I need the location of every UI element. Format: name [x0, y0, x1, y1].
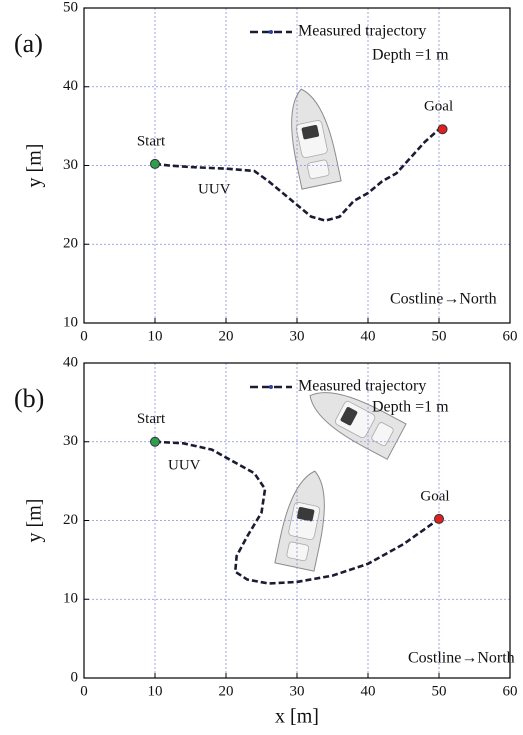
annotation: Costline→North — [408, 650, 515, 667]
y-tick-label: 30 — [63, 433, 78, 449]
y-axis-label: y [m] — [24, 499, 46, 543]
annotation: Costline→North — [390, 291, 497, 308]
x-tick-label: 50 — [432, 683, 447, 699]
marker-point — [150, 158, 160, 169]
x-tick-label: 20 — [219, 328, 234, 344]
x-tick-label: 40 — [361, 328, 376, 344]
marker-point — [150, 436, 160, 447]
y-tick-label: 30 — [63, 157, 78, 173]
legend-dot — [269, 385, 273, 389]
annotation: Depth =1 m — [372, 399, 449, 416]
legend-dot — [269, 30, 273, 34]
y-tick-label: 10 — [63, 591, 78, 607]
marker-label: Goal — [420, 488, 449, 504]
legend-label: Measured trajectory — [298, 23, 426, 40]
x-tick-label: 60 — [503, 328, 518, 344]
plot-frame — [83, 362, 511, 679]
annotation: UUV — [198, 181, 231, 197]
x-tick-label: 30 — [290, 328, 305, 344]
x-tick-label: 30 — [290, 683, 305, 699]
trajectory-line — [154, 128, 440, 222]
annotation: Depth =1 m — [372, 47, 449, 64]
y-tick-label: 10 — [63, 314, 78, 330]
x-tick-label: 0 — [80, 328, 88, 344]
y-tick-label: 20 — [63, 236, 78, 252]
panel-label: (a) — [14, 29, 43, 58]
marker-label: Start — [137, 411, 166, 427]
boat-icon — [309, 392, 407, 460]
y-tick-label: 50 — [63, 0, 78, 15]
panel-label: (b) — [14, 384, 44, 413]
plot-frame — [83, 7, 511, 324]
y-axis-label: y [m] — [24, 144, 46, 188]
x-tick-label: 50 — [432, 328, 447, 344]
y-tick-label: 40 — [63, 78, 78, 94]
trajectory-line — [154, 440, 440, 585]
boat-icon — [274, 470, 325, 572]
y-tick-label: 40 — [63, 354, 78, 370]
x-tick-label: 10 — [148, 683, 163, 699]
marker-label: Goal — [424, 99, 453, 115]
y-tick-label: 20 — [63, 512, 78, 528]
x-tick-label: 60 — [503, 683, 518, 699]
x-tick-label: 40 — [361, 683, 376, 699]
marker-point — [434, 513, 444, 524]
annotation: UUV — [168, 457, 201, 473]
x-tick-label: 20 — [219, 683, 234, 699]
y-tick-label: 0 — [71, 669, 79, 685]
x-tick-label: 0 — [80, 683, 88, 699]
x-tick-label: 10 — [148, 328, 163, 344]
legend-label: Measured trajectory — [298, 378, 426, 395]
marker-point — [437, 124, 448, 135]
x-axis-label: x [m] — [275, 706, 319, 728]
boat-icon — [291, 88, 342, 190]
panel: 0 10 20 30 40 50 60 0 10 20 30 40 (b) y [m] x [m] Measu… — [14, 354, 518, 727]
marker-label: Start — [137, 133, 166, 149]
